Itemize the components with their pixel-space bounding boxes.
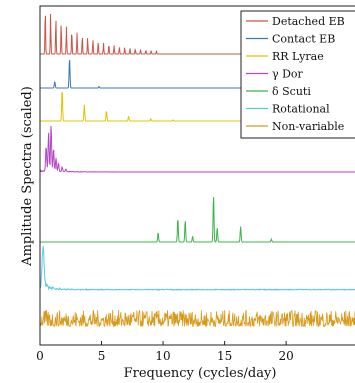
legend-label-rr-lyrae: RR Lyrae	[272, 50, 324, 63]
x-tick-label: 15	[217, 349, 232, 363]
series-line-dor	[39, 125, 355, 173]
series-line-non-variable	[39, 309, 355, 328]
legend-label-detached-eb: Detached EB	[272, 15, 345, 28]
legend-label-rotational: Rotational	[272, 103, 330, 116]
x-tick-label: 0	[36, 349, 44, 363]
x-axis-label: Frequency (cycles/day)	[124, 366, 277, 381]
x-tick-label: 10	[155, 349, 170, 363]
y-axis-label: Amplitude Spectra (scaled)	[20, 86, 35, 267]
legend-label-contact-eb: Contact EB	[272, 33, 335, 46]
series-line-scuti	[40, 196, 355, 243]
x-tick-label: 20	[279, 349, 294, 363]
legend-label-non-variable: Non-variable	[272, 120, 344, 133]
x-tick-label: 5	[98, 349, 106, 363]
legend-box	[240, 10, 355, 139]
axes-frame	[39, 5, 355, 346]
spectra-traces	[39, 13, 355, 328]
x-axis-ticks: 0 5 10 15 20	[36, 341, 294, 363]
legend-label-dor: γ Dor	[272, 68, 304, 81]
legend-label-scuti: δ Scuti	[272, 85, 311, 98]
legend: Detached EB Contact EB RR Lyrae γ Dor δ Scut…	[240, 10, 355, 139]
series-line-rotational	[39, 245, 355, 292]
